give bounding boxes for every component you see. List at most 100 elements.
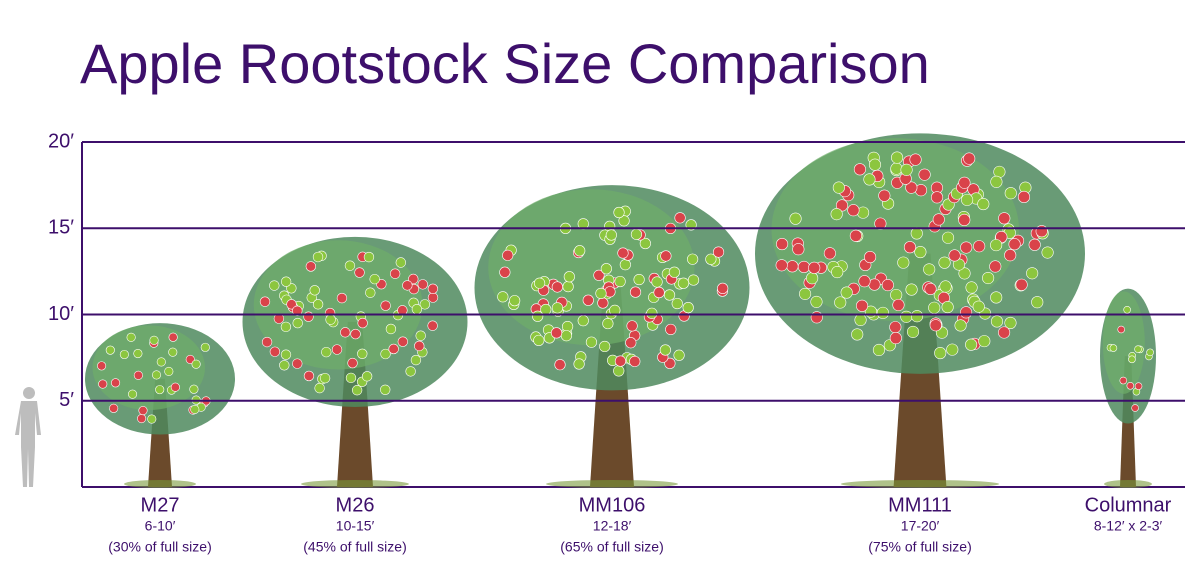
apple — [312, 251, 324, 263]
apple — [292, 305, 303, 316]
apple — [948, 249, 961, 262]
apple — [972, 300, 985, 313]
apple — [834, 296, 847, 309]
apple — [292, 317, 303, 329]
apple — [923, 263, 936, 276]
apple — [639, 237, 651, 250]
apple — [934, 346, 947, 360]
apple — [305, 261, 317, 272]
apple — [618, 215, 630, 227]
apple — [958, 213, 971, 226]
apple — [319, 372, 331, 384]
size-note: (30% of full size) — [108, 539, 211, 555]
apple — [105, 345, 115, 355]
apple — [1004, 249, 1017, 262]
apple — [864, 251, 877, 264]
apple — [854, 313, 867, 327]
apple — [340, 327, 351, 338]
apple — [853, 163, 866, 176]
apple — [1008, 238, 1021, 251]
y-tick-label: 20′ — [48, 130, 74, 152]
apple — [1146, 348, 1154, 357]
apple — [712, 246, 725, 258]
apple — [605, 229, 617, 241]
category-label: MM111 — [888, 494, 952, 516]
apple — [350, 328, 361, 340]
apple — [928, 301, 941, 314]
apple — [903, 241, 916, 254]
apple — [109, 403, 119, 413]
apple — [419, 299, 431, 310]
apple — [705, 253, 717, 265]
apple — [597, 297, 609, 309]
apple — [365, 287, 376, 298]
apple — [868, 158, 882, 171]
y-tick-label: 15′ — [48, 217, 74, 239]
apple — [963, 152, 976, 165]
apple — [156, 357, 166, 367]
apple — [892, 298, 905, 312]
apple — [840, 286, 853, 299]
apple — [119, 349, 129, 360]
apple — [314, 382, 325, 394]
apple — [717, 282, 729, 294]
apple — [989, 260, 1002, 273]
canopy-light — [92, 325, 205, 411]
apple — [905, 283, 918, 296]
apple — [914, 246, 927, 259]
apple — [629, 286, 642, 298]
apple — [938, 256, 951, 269]
apple — [990, 291, 1003, 304]
apple — [191, 359, 201, 369]
apple — [1134, 382, 1143, 390]
apple — [1015, 278, 1028, 291]
apple — [414, 340, 425, 352]
y-tick-label: 5′ — [59, 389, 74, 411]
apple — [574, 245, 586, 257]
grass — [546, 480, 678, 488]
apple — [613, 206, 625, 219]
category-label: MM106 — [579, 494, 646, 516]
apple — [411, 303, 423, 315]
apple — [554, 359, 566, 371]
apple — [582, 294, 594, 306]
apple — [797, 260, 811, 273]
apple — [344, 260, 356, 271]
apple — [499, 266, 511, 278]
grass — [1104, 480, 1152, 488]
apple — [126, 332, 136, 342]
apple — [97, 361, 107, 371]
apple — [280, 321, 292, 333]
canopy-light — [1102, 291, 1145, 394]
apple — [497, 291, 509, 303]
apple — [906, 325, 920, 338]
apple — [415, 330, 426, 341]
apple — [385, 323, 397, 335]
apple — [889, 332, 902, 345]
apple — [930, 191, 944, 204]
apple — [619, 259, 631, 271]
apple — [550, 327, 563, 339]
apple — [918, 168, 931, 181]
apple — [617, 247, 629, 259]
apple — [958, 176, 971, 189]
size-note: (75% of full size) — [868, 539, 971, 555]
apple — [147, 414, 157, 424]
apple — [1031, 296, 1044, 309]
apple — [653, 286, 665, 299]
apple — [613, 365, 625, 377]
apple — [560, 330, 573, 342]
apple — [659, 344, 671, 356]
apple — [776, 238, 789, 251]
apple — [1117, 325, 1125, 334]
tree — [474, 185, 750, 488]
tree — [85, 323, 235, 488]
apple — [593, 269, 605, 281]
category-label: Columnar — [1085, 494, 1172, 516]
apple — [682, 302, 694, 314]
apple — [941, 301, 954, 314]
apple — [380, 348, 391, 360]
apple — [671, 297, 683, 310]
apple — [600, 263, 612, 275]
